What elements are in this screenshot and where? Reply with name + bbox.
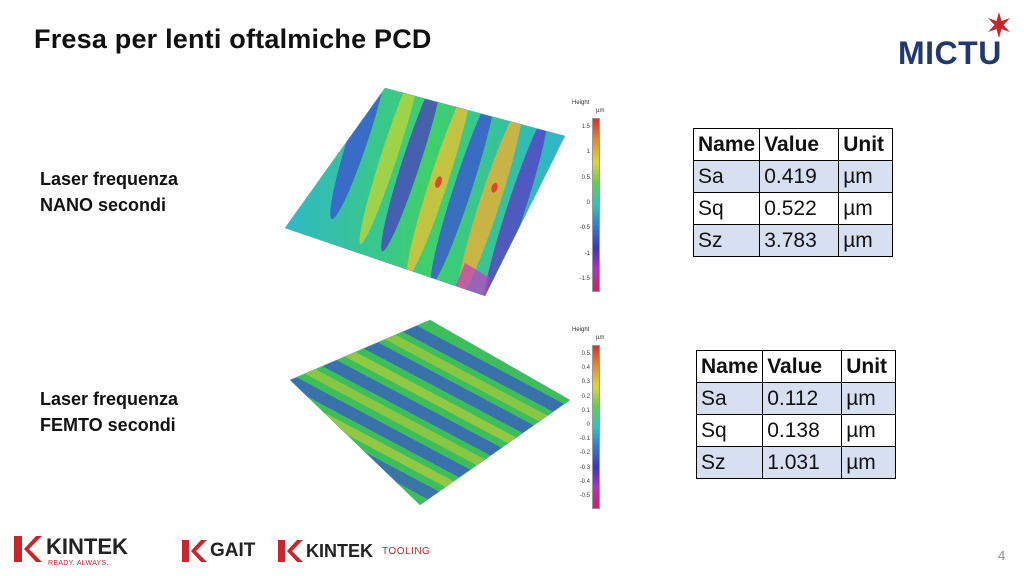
scale-tick-label: -0.1 <box>579 436 590 443</box>
table-header-name: Name <box>692 128 761 161</box>
table-header-value: Value <box>762 350 843 383</box>
gait-mark-icon <box>182 540 207 562</box>
label-line-2: FEMTO secondi <box>40 415 176 435</box>
scale-tick-label: 1.5 <box>581 124 590 130</box>
scale-unit: µm <box>596 335 605 341</box>
table-cell: µm <box>841 382 897 415</box>
surface-plot-nano <box>285 88 566 296</box>
kintek-tooling-logo: KINTEK TOOLING <box>278 534 438 570</box>
scale-tick-label: 0.5 <box>581 351 590 357</box>
kintek-mark-icon <box>14 536 42 562</box>
table-cell: 3.783 <box>759 224 840 257</box>
kintek-tooling-suffix: TOOLING <box>382 546 431 557</box>
table-cell: µm <box>838 192 894 225</box>
table-cell: 0.112 <box>762 382 843 415</box>
scale-tick-label: -0.2 <box>579 450 590 457</box>
label-line-1: Laser frequenza <box>40 169 179 189</box>
table-cell: 0.419 <box>759 160 840 193</box>
scale-tick-label: 0.5 <box>581 174 590 181</box>
kintek-tooling-logo-text: KINTEK <box>306 541 373 561</box>
section-label-nano: Laser frequenza NANO secondi <box>40 166 178 218</box>
table-row: Sq 0.522 µm <box>692 192 894 225</box>
table-row: Sz 3.783 µm <box>692 224 894 257</box>
page-number: 4 <box>998 548 1006 563</box>
kintek-tooling-mark-icon <box>278 540 303 562</box>
kintek-logo-text: KINTEK <box>46 534 128 559</box>
scale-tick-label: 0.1 <box>581 407 590 414</box>
scale-tick-label: 0.2 <box>581 393 590 400</box>
table-row: Sa 0.112 µm <box>695 382 897 415</box>
table-cell: µm <box>838 160 894 193</box>
color-bar <box>592 345 600 509</box>
table-header-name: Name <box>695 350 764 383</box>
scale-tick-label: 1 <box>586 149 590 156</box>
star-icon <box>988 12 1010 38</box>
surface-plot-femto <box>290 320 571 505</box>
table-cell: 1.031 <box>762 446 843 479</box>
scale-tick-label: -0.5 <box>579 493 590 499</box>
table-header-unit: Unit <box>841 350 897 383</box>
color-scale-femto: Height µm 0.5 0.4 0.3 0.2 0.1 0 -0.1 -0.2 -0.3 -0… <box>566 327 610 513</box>
slide-title: Fresa per lenti oftalmiche PCD <box>34 24 432 54</box>
table-cell: Sq <box>695 414 764 447</box>
scale-tick-label: -0.3 <box>579 464 590 471</box>
gait-logo: GAIT <box>182 534 262 570</box>
table-cell: Sz <box>695 446 764 479</box>
table-header-value: Value <box>759 128 840 161</box>
kintek-tagline: READY. ALWAYS. <box>48 560 109 567</box>
table-cell: 0.522 <box>759 192 840 225</box>
scale-tick-label: 0 <box>586 200 590 206</box>
table-cell: Sa <box>695 382 764 415</box>
table-header-unit: Unit <box>838 128 894 161</box>
scale-tick-label: -1 <box>584 250 590 257</box>
kintek-logo: KINTEK READY. ALWAYS. <box>14 534 164 570</box>
color-bar <box>592 118 600 292</box>
scale-tick-label: -0.5 <box>579 225 590 232</box>
color-scale-nano: Height µm 1.5 1 0.5 0 -0.5 -1 -1.5 <box>566 100 610 296</box>
scale-tick-label: 0.3 <box>581 379 590 386</box>
label-line-2: NANO secondi <box>40 195 167 215</box>
scale-unit: µm <box>596 108 605 114</box>
scale-tick-label: -0.4 <box>579 478 590 485</box>
table-row: Sq 0.138 µm <box>695 414 897 447</box>
roughness-table-femto: Name Value Unit Sa 0.112 µm Sq 0.138 µm … <box>695 350 897 479</box>
section-label-femto: Laser frequenza FEMTO secondi <box>40 386 178 438</box>
label-line-1: Laser frequenza <box>40 389 179 409</box>
table-row: Sa 0.419 µm <box>692 160 894 193</box>
gait-logo-text: GAIT <box>210 540 256 561</box>
scale-header: Height <box>572 327 590 333</box>
table-cell: µm <box>838 224 894 257</box>
table-cell: Sq <box>692 192 761 225</box>
scale-header: Height <box>572 100 590 106</box>
table-cell: µm <box>841 446 897 479</box>
roughness-table-nano: Name Value Unit Sa 0.419 µm Sq 0.522 µm … <box>692 128 894 257</box>
table-cell: µm <box>841 414 897 447</box>
scale-tick-label: -1.5 <box>579 276 590 282</box>
table-cell: 0.138 <box>762 414 843 447</box>
table-row: Sz 1.031 µm <box>695 446 897 479</box>
scale-tick-label: 0.4 <box>581 365 590 372</box>
table-cell: Sz <box>692 224 761 257</box>
mictu-logo-text: MICTU <box>898 35 1002 71</box>
scale-tick-label: 0 <box>586 422 590 428</box>
mictu-logo: MICTU <box>898 8 1018 72</box>
table-cell: Sa <box>692 160 761 193</box>
